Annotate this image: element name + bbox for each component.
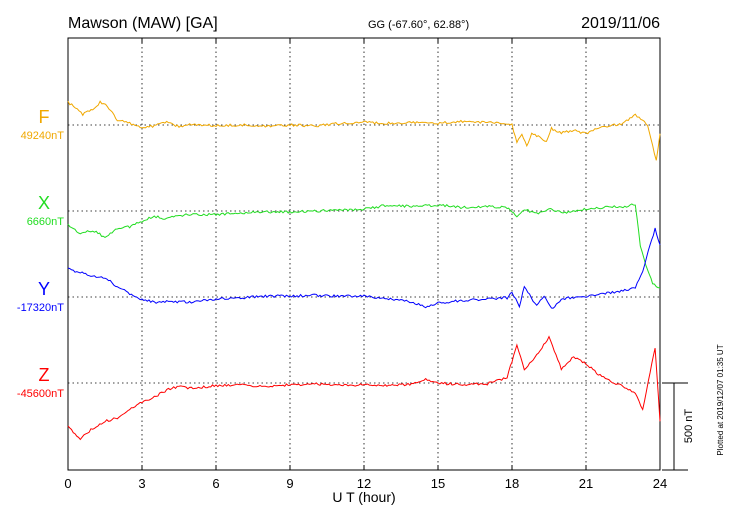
x-axis-ticks: 0 3 6 9 12 15 18 21 24 bbox=[64, 38, 667, 491]
x-tick-label: 24 bbox=[653, 476, 667, 491]
series-labels: F 49240nT X 6660nT Y -17320nT Z -45600nT bbox=[17, 107, 64, 400]
x-tick-label: 6 bbox=[212, 476, 219, 491]
series-baseline-y: -17320nT bbox=[17, 302, 64, 314]
series-name-z: Z bbox=[39, 365, 50, 385]
x-tick-label: 3 bbox=[138, 476, 145, 491]
scale-label: 500 nT bbox=[683, 409, 695, 444]
series-name-y: Y bbox=[38, 279, 50, 299]
series-baseline-x: 6660nT bbox=[27, 216, 65, 228]
x-tick-label: 21 bbox=[579, 476, 593, 491]
series-group bbox=[67, 100, 661, 441]
series-line-x bbox=[67, 203, 661, 289]
plotted-timestamp: Plotted at 2019/12/07 01:35 UT bbox=[716, 344, 725, 455]
x-tick-label: 12 bbox=[357, 476, 371, 491]
x-axis-label: U T (hour) bbox=[332, 489, 395, 505]
series-baseline-z: -45600nT bbox=[17, 388, 64, 400]
x-tick-label: 9 bbox=[286, 476, 293, 491]
x-tick-label: 18 bbox=[505, 476, 519, 491]
grid bbox=[68, 38, 660, 470]
x-tick-label: 0 bbox=[64, 476, 71, 491]
series-line-z bbox=[67, 335, 661, 441]
date: 2019/11/06 bbox=[581, 15, 660, 32]
series-name-x: X bbox=[38, 193, 50, 213]
series-line-y bbox=[67, 227, 661, 309]
station-title: Mawson (MAW) [GA] bbox=[68, 15, 218, 32]
coordinates: GG (-67.60°, 62.88°) bbox=[368, 19, 469, 31]
series-baseline-f: 49240nT bbox=[21, 130, 65, 142]
series-line-f bbox=[67, 100, 661, 161]
scale-bar: 500 nT bbox=[662, 382, 695, 471]
series-name-f: F bbox=[39, 107, 50, 127]
x-tick-label: 15 bbox=[431, 476, 445, 491]
